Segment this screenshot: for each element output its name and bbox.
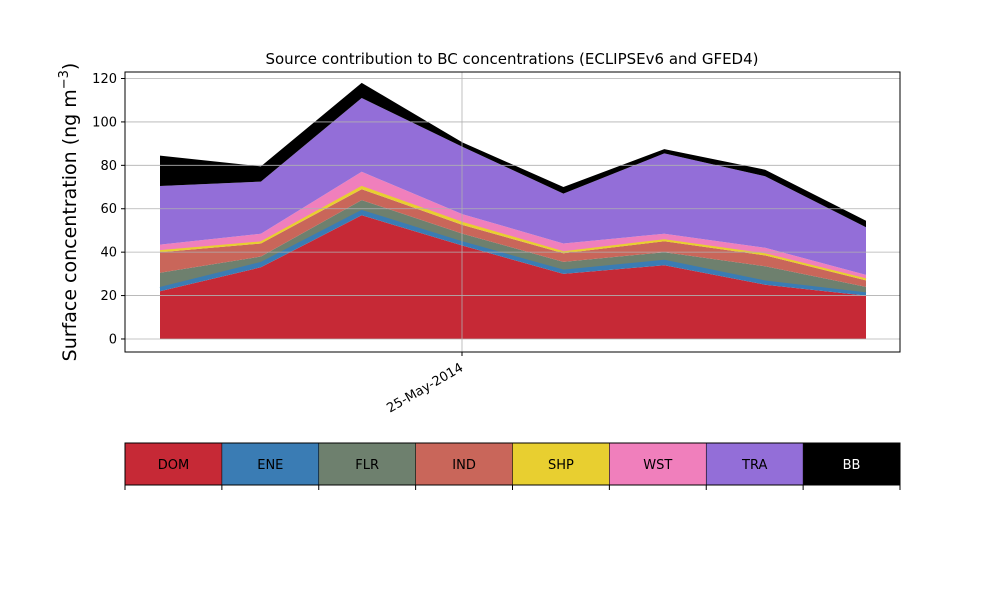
area-series-dom [160,215,866,339]
area-series-ene [160,210,866,296]
y-tick-label: 120 [92,72,117,87]
legend-label-dom: DOM [158,458,189,473]
legend-label-ene: ENE [257,458,283,473]
legend-swatch-flr [318,443,416,485]
legend-label-shp: SHP [548,458,574,473]
y-axis-label: Surface concentration (ng m−3) [57,63,81,362]
line-series-ene [159,209,867,295]
y-tick-label: 0 [109,332,117,347]
legend-swatch-dom [125,443,222,485]
y-tick-label: 60 [100,202,117,217]
y-tick-label: 80 [100,159,117,174]
legend-label-ind: IND [452,458,476,473]
legend-label-bb: BB [843,458,861,473]
chart-title: Source contribution to BC concentrations… [265,50,758,68]
legend-swatch-bb [803,443,900,485]
legend-swatch-shp [512,443,610,485]
legend-label-wst: WST [643,458,672,473]
x-tick-label: 25-May-2014 [384,360,466,416]
y-tick-label: 40 [100,246,117,261]
legend-swatch-ind [415,443,513,485]
legend-swatch-wst [609,443,707,485]
legend-swatch-ene [221,443,319,485]
legend-swatch-tra [706,443,804,485]
plot-frame [124,71,901,353]
legend-label-tra: TRA [741,458,767,473]
area-series-ind [160,189,866,287]
area-series-wst [160,171,866,280]
area-series-tra [160,98,866,275]
legend: DOM ENE FLR IND SHP WST TRA BB [124,442,901,490]
y-tick-label: 100 [92,115,117,130]
y-tick-label: 20 [100,289,117,304]
legend-label-flr: FLR [355,458,379,473]
